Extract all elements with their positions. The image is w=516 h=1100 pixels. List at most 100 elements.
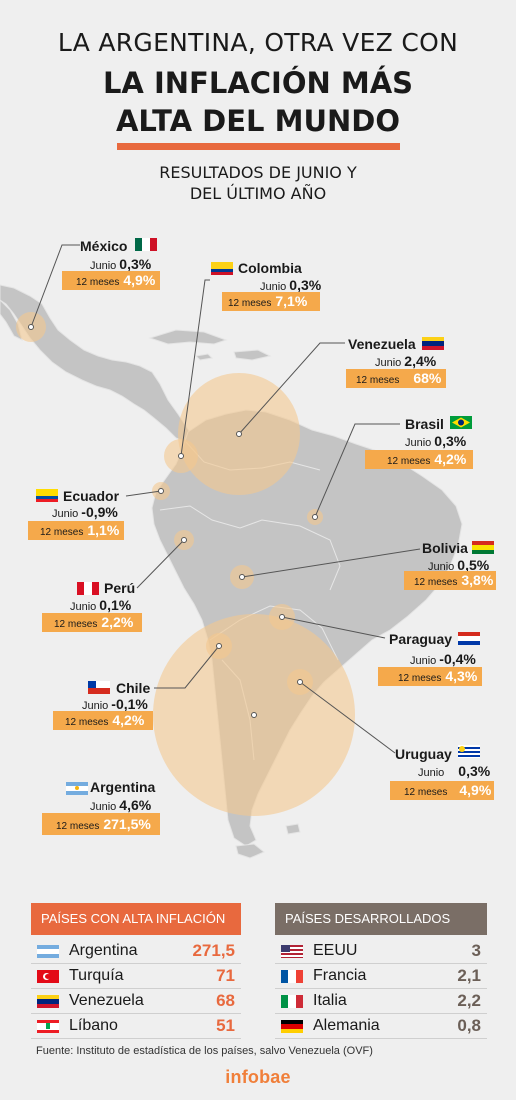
- table-country: Francia: [313, 967, 367, 984]
- country-name-chile: Chile: [116, 680, 151, 696]
- table-value: 68: [216, 991, 235, 1010]
- country-name-mexico: México: [80, 238, 128, 254]
- annual-value-peru: 2,2%: [101, 614, 134, 630]
- cuba-shape: [148, 329, 228, 345]
- tierra-del-fuego-shape: [235, 843, 265, 859]
- country-name-uruguay: Uruguay: [395, 746, 452, 762]
- subtitle-line-1: RESULTADOS DE JUNIO Y: [159, 163, 357, 182]
- junio-row-ecuador: Junio -0,9%: [52, 504, 118, 520]
- malvinas-shape: [285, 823, 301, 835]
- mexico-flag-icon: [135, 238, 157, 251]
- year-label: 12 meses: [56, 821, 100, 832]
- chile-flag-icon: [88, 681, 110, 694]
- jamaica-shape: [194, 353, 214, 361]
- junio-label: Junio: [70, 601, 97, 613]
- year-label: 12 meses: [65, 717, 109, 728]
- junio-value-mexico: 0,3%: [119, 256, 152, 272]
- junio-row-venezuela: Junio 2,4%: [375, 353, 436, 369]
- country-name-venezuela: Venezuela: [348, 336, 416, 352]
- year-label: 12 meses: [404, 787, 448, 798]
- annual-value-paraguay: 4,3%: [445, 668, 478, 684]
- annual-value-bolivia: 3,8%: [461, 572, 494, 588]
- annual-value-colombia: 7,1%: [275, 293, 308, 309]
- brasil-flag-icon: [450, 416, 472, 429]
- table-country: Venezuela: [69, 992, 144, 1009]
- annual-value-venezuela: 68%: [413, 370, 442, 386]
- year-label: 12 meses: [54, 619, 98, 630]
- table-country: Argentina: [69, 942, 138, 959]
- lebanon-flag-icon: [37, 1020, 59, 1033]
- junio-label: Junio: [405, 437, 432, 449]
- table-row: Francia 2,1: [275, 965, 487, 989]
- table-country: Italia: [313, 992, 347, 1009]
- junio-value-argentina: 4,6%: [119, 797, 152, 813]
- table-header-developed: PAÍSES DESARROLLADOS: [275, 903, 487, 935]
- table-row: Argentina 271,5: [31, 940, 241, 964]
- country-name-argentina: Argentina: [90, 779, 156, 795]
- junio-label: Junio: [428, 561, 455, 573]
- bolivia-flag-icon: [472, 541, 494, 554]
- uruguay-flag-icon: [458, 745, 480, 758]
- paraguay-flag-icon: [458, 632, 480, 645]
- junio-value-colombia: 0,3%: [289, 277, 322, 293]
- table-value: 0,8: [457, 1016, 481, 1035]
- annual-value-mexico: 4,9%: [123, 272, 156, 288]
- country-name-paraguay: Paraguay: [389, 631, 453, 647]
- annual-bar-bolivia: 12 meses 3,8%: [404, 571, 496, 590]
- junio-label: Junio: [90, 260, 117, 272]
- country-name-brasil: Brasil: [405, 416, 444, 432]
- junio-value-ecuador: -0,9%: [81, 504, 118, 520]
- annual-bar-venezuela: 12 meses 68%: [346, 369, 446, 388]
- italy-flag-icon: [281, 995, 303, 1008]
- france-flag-icon: [281, 970, 303, 983]
- table-row: Líbano 51: [31, 1015, 241, 1039]
- title-rule: [117, 143, 400, 150]
- year-label: 12 meses: [40, 527, 84, 538]
- junio-label: Junio: [90, 801, 117, 813]
- table-value: 2,1: [457, 966, 481, 985]
- junio-row-chile: Junio -0,1%: [82, 696, 148, 712]
- table-row: Turquía 71: [31, 965, 241, 989]
- junio-value-paraguay: -0,4%: [439, 651, 476, 667]
- annual-bar-peru: 12 meses 2,2%: [42, 613, 142, 632]
- junio-value-venezuela: 2,4%: [404, 353, 437, 369]
- annual-value-uruguay: 4,9%: [459, 782, 492, 798]
- annual-bar-brasil: 12 meses 4,2%: [365, 450, 473, 469]
- venezuela-flag-icon: [422, 337, 444, 350]
- junio-row-uruguay: Junio 0,3%: [418, 763, 490, 779]
- annual-bar-paraguay: 12 meses 4,3%: [378, 667, 482, 686]
- year-label: 12 meses: [387, 456, 431, 467]
- junio-value-bolivia: 0,5%: [457, 557, 490, 573]
- table-country: EEUU: [313, 942, 358, 959]
- annual-value-brasil: 4,2%: [434, 451, 467, 467]
- turkey-flag-icon: [37, 970, 59, 983]
- peru-flag-icon: [77, 582, 99, 595]
- junio-row-paraguay: Junio -0,4%: [410, 651, 476, 667]
- junio-row-argentina: Junio 4,6%: [90, 797, 151, 813]
- table-country: Líbano: [69, 1017, 118, 1034]
- junio-label: Junio: [260, 281, 287, 293]
- annual-bar-uruguay: 12 meses 4,9%: [390, 781, 494, 800]
- germany-flag-icon: [281, 1020, 303, 1033]
- country-name-ecuador: Ecuador: [63, 488, 120, 504]
- junio-label: Junio: [410, 655, 437, 667]
- annual-bar-argentina: 12 meses 271,5%: [42, 813, 160, 835]
- annual-bar-chile: 12 meses 4,2%: [53, 711, 153, 730]
- annual-value-ecuador: 1,1%: [87, 522, 120, 538]
- country-name-bolivia: Bolivia: [422, 540, 468, 556]
- country-name-peru: Perú: [104, 580, 136, 596]
- junio-row-brasil: Junio 0,3%: [405, 433, 466, 449]
- junio-label: Junio: [82, 700, 109, 712]
- country-name-colombia: Colombia: [238, 260, 302, 276]
- annual-bar-colombia: 12 meses 7,1%: [222, 292, 320, 311]
- year-label: 12 meses: [414, 577, 458, 588]
- table-value: 51: [216, 1016, 235, 1035]
- junio-value-chile: -0,1%: [111, 696, 148, 712]
- table-country: Turquía: [69, 967, 124, 984]
- annual-bar-mexico: 12 meses 4,9%: [62, 271, 160, 290]
- year-label: 12 meses: [76, 277, 120, 288]
- infobae-logo: infobae: [225, 1067, 291, 1087]
- argentina-flag-icon: [66, 782, 88, 795]
- page-title-line-2: LA INFLACIÓN MÁS: [102, 66, 414, 100]
- leader-lines: [30, 244, 421, 754]
